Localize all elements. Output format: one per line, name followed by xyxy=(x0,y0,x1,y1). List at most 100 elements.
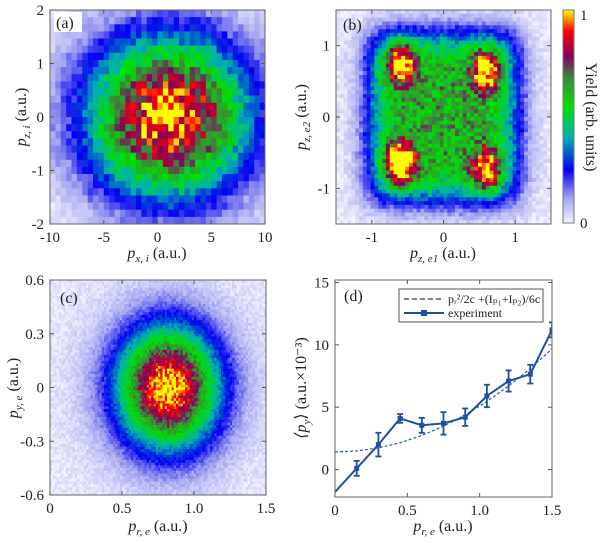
heatmap-cell xyxy=(508,48,513,53)
heatmap-cell xyxy=(160,293,163,297)
heatmap-cell xyxy=(451,63,456,68)
heatmap-cell xyxy=(520,220,525,225)
heatmap-cell xyxy=(424,193,429,198)
heatmap-cell xyxy=(227,152,234,161)
heatmap-cell xyxy=(50,202,56,211)
heatmap-cell xyxy=(424,74,429,80)
heatmap-cell xyxy=(339,21,344,26)
heatmap-cell xyxy=(50,282,53,286)
heatmap-cell xyxy=(504,178,510,183)
heatmap-cell xyxy=(259,45,266,54)
heatmap-cell xyxy=(424,212,429,217)
heatmap-cell xyxy=(455,55,460,60)
heatmap-cell xyxy=(408,201,414,206)
heatmap-cell xyxy=(393,71,398,76)
heatmap-cell xyxy=(435,216,440,221)
heatmap-cell xyxy=(412,201,417,206)
heatmap-cell xyxy=(535,170,540,175)
heatmap-cell xyxy=(385,63,391,68)
heatmap-cell xyxy=(254,124,260,132)
heatmap-cell xyxy=(136,166,142,175)
heatmap-cell xyxy=(539,17,544,22)
heatmap-cell xyxy=(508,105,513,110)
heatmap-cell xyxy=(412,143,417,148)
heatmap-cell xyxy=(70,290,73,294)
heatmap-cell xyxy=(397,21,402,26)
heatmap-cell xyxy=(408,17,414,22)
heatmap-cell xyxy=(539,220,544,225)
heatmap-cell xyxy=(489,97,494,103)
heatmap-cell xyxy=(401,71,406,76)
heatmap-cell xyxy=(343,13,348,18)
heatmap-cell xyxy=(447,212,452,217)
heatmap-cell xyxy=(195,159,201,168)
heatmap-cell xyxy=(131,282,134,286)
heatmap-cell xyxy=(343,117,348,122)
heatmap-cell xyxy=(227,293,231,297)
heatmap-cell xyxy=(458,204,463,210)
heatmap-cell xyxy=(359,52,364,57)
heatmap-cell xyxy=(412,117,417,122)
heatmap-cell xyxy=(547,124,552,129)
heatmap-cell xyxy=(347,139,352,145)
heatmap-cell xyxy=(489,94,494,99)
heatmap-cell xyxy=(466,120,471,125)
heatmap-cell xyxy=(103,138,110,146)
heatmap-cell xyxy=(198,288,202,292)
heatmap-cell xyxy=(214,288,217,292)
heatmap-cell xyxy=(347,174,352,179)
heatmap-cell xyxy=(508,120,513,125)
heatmap-cell xyxy=(485,32,490,38)
heatmap-cell xyxy=(101,296,105,300)
heatmap-cell xyxy=(70,293,73,297)
heatmap-cell xyxy=(455,181,460,187)
heatmap-cell xyxy=(416,94,421,99)
heatmap-cell xyxy=(66,131,72,139)
heatmap-cell xyxy=(238,181,244,189)
heatmap-cell xyxy=(378,40,383,45)
heatmap-cell xyxy=(370,117,375,122)
heatmap-cell xyxy=(531,29,536,34)
heatmap-cell xyxy=(439,204,444,210)
heatmap-cell xyxy=(211,202,217,211)
heatmap-cell xyxy=(130,31,137,39)
heatmap-cell xyxy=(481,124,487,129)
heatmap-cell xyxy=(82,117,88,125)
heatmap-cell xyxy=(405,21,410,26)
heatmap-cell xyxy=(481,193,487,198)
heatmap-cell xyxy=(524,90,529,95)
heatmap-cell xyxy=(385,132,391,137)
heatmap-cell xyxy=(227,74,234,82)
heatmap-cell xyxy=(489,36,494,41)
heatmap-cell xyxy=(351,220,356,225)
heatmap-cell xyxy=(516,189,521,194)
heatmap-cell xyxy=(152,166,158,175)
heatmap-cell xyxy=(524,13,529,18)
heatmap-cell xyxy=(458,220,463,225)
heatmap-cell xyxy=(412,197,417,202)
heatmap-cell xyxy=(501,181,506,187)
heatmap-cell xyxy=(397,17,402,22)
heatmap-cell xyxy=(184,10,191,18)
heatmap-cell xyxy=(451,181,456,187)
heatmap-cell xyxy=(76,152,83,161)
heatmap-cell xyxy=(214,280,217,283)
heatmap-cell xyxy=(126,285,130,289)
heatmap-cell xyxy=(501,78,506,83)
heatmap-cell xyxy=(416,63,421,68)
heatmap-cell xyxy=(347,201,352,206)
heatmap-cell xyxy=(200,174,207,182)
heatmap-cell xyxy=(189,124,196,132)
heatmap-cell xyxy=(497,52,502,57)
heatmap-cell xyxy=(527,197,533,202)
heatmap-cell xyxy=(370,36,375,41)
heatmap-cell xyxy=(435,136,440,141)
heatmap-cell xyxy=(162,17,169,25)
x-tick-label: -5 xyxy=(98,230,111,246)
heatmap-cell xyxy=(106,282,109,286)
heatmap-cell xyxy=(351,124,356,129)
heatmap-cell xyxy=(259,31,266,39)
heatmap-cell xyxy=(59,288,62,292)
heatmap-cell xyxy=(257,288,260,292)
heatmap-cell xyxy=(424,117,429,122)
